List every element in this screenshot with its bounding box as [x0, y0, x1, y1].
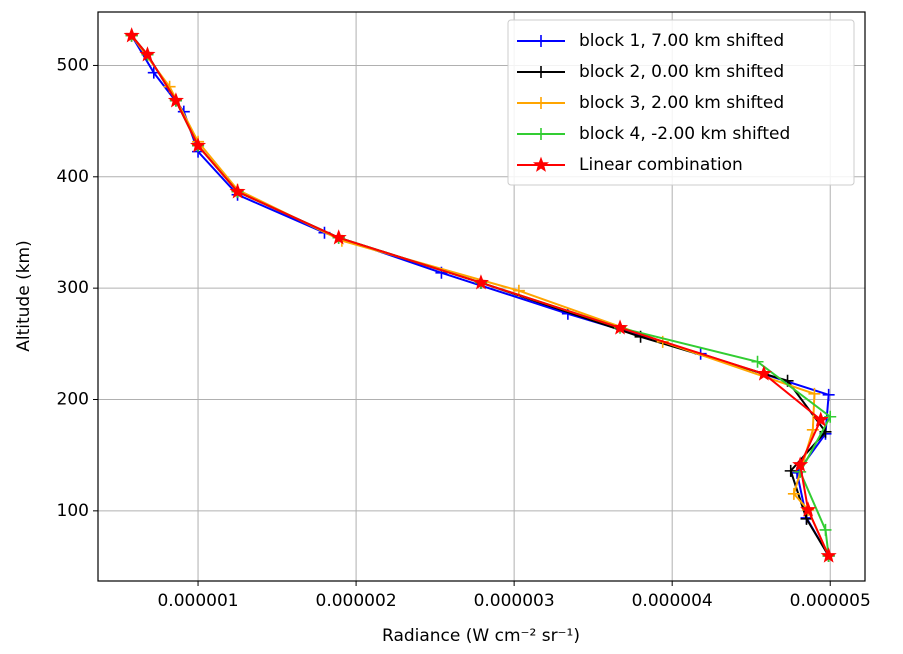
legend-label: block 4, -2.00 km shifted [579, 124, 790, 144]
legend-marker [535, 128, 547, 140]
legend-label: block 1, 7.00 km shifted [579, 31, 784, 51]
marker [190, 137, 207, 153]
marker [330, 229, 347, 245]
legend-label: block 3, 2.00 km shifted [579, 93, 784, 113]
marker [800, 501, 817, 517]
legend-label: block 2, 0.00 km shifted [579, 62, 784, 82]
marker [784, 464, 797, 477]
marker [787, 487, 800, 500]
y-tick-label: 500 [57, 55, 89, 75]
y-tick-label: 200 [57, 389, 89, 409]
x-tick-label: 0.000002 [316, 591, 397, 611]
x-axis-label: Radiance (W cm⁻² sr⁻¹) [382, 626, 580, 646]
marker [612, 319, 629, 335]
marker [819, 523, 832, 536]
y-axis-label: Altitude (km) [14, 240, 34, 352]
marker [139, 46, 156, 62]
marker [792, 456, 809, 472]
marker [812, 411, 829, 427]
legend-marker [532, 156, 550, 172]
x-tick-label: 0.000005 [790, 591, 871, 611]
legend-marker [535, 66, 547, 78]
marker [820, 547, 837, 563]
x-tick-label: 0.000003 [474, 591, 555, 611]
legend-marker [535, 97, 547, 109]
legend-marker [535, 35, 547, 47]
legend-label: Linear combination [579, 155, 743, 175]
marker [808, 387, 821, 400]
x-tick-label: 0.000004 [632, 591, 713, 611]
y-tick-label: 100 [57, 501, 89, 521]
marker [824, 410, 837, 423]
legend-box [507, 19, 855, 186]
y-tick-label: 400 [57, 167, 89, 187]
marker [755, 365, 772, 381]
series-line [130, 35, 830, 557]
marker [751, 355, 764, 368]
marker [167, 92, 184, 108]
marker [472, 274, 489, 290]
legend: block 1, 7.00 km shifted block 2, 0.00 km… [507, 19, 855, 186]
x-tick-label: 0.000001 [157, 591, 238, 611]
y-tick-label: 300 [57, 278, 89, 298]
marker [123, 27, 140, 43]
marker [229, 183, 246, 199]
marker [822, 388, 835, 401]
marker [800, 512, 813, 525]
plot-frame [97, 11, 866, 582]
